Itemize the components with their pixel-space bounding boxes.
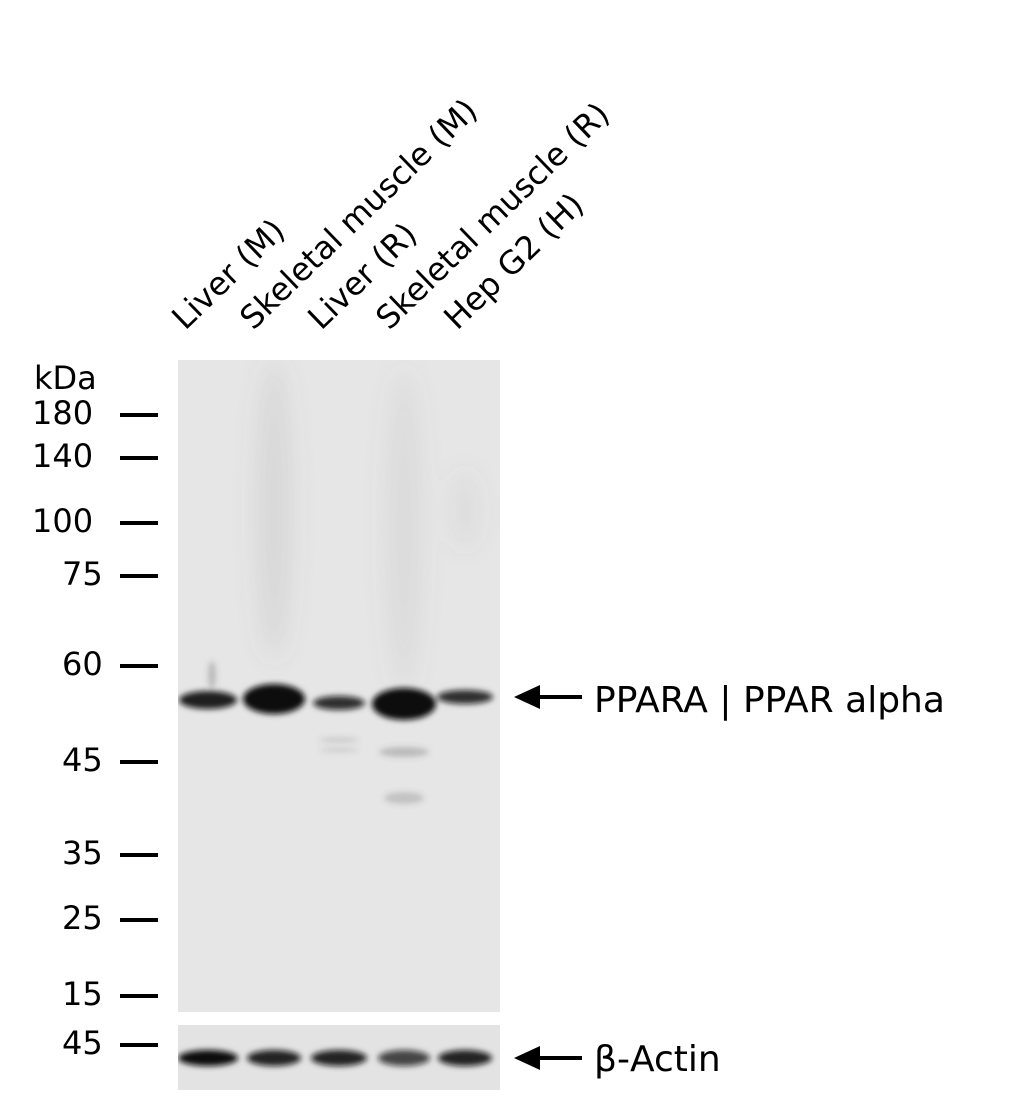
actin-band bbox=[311, 1050, 367, 1066]
marker-label: 180 bbox=[32, 394, 94, 432]
actin-band bbox=[438, 1050, 492, 1066]
actin-blot bbox=[178, 1025, 500, 1090]
marker-label: 100 bbox=[32, 502, 94, 540]
faint-band bbox=[319, 748, 359, 752]
protein-band bbox=[313, 696, 365, 710]
marker-tick bbox=[120, 521, 158, 525]
protein-band bbox=[372, 688, 436, 720]
marker-tick bbox=[120, 760, 158, 764]
protein-band bbox=[437, 690, 493, 704]
marker-label: 140 bbox=[32, 437, 94, 475]
smear bbox=[451, 470, 479, 550]
faint-band bbox=[319, 738, 359, 742]
marker-tick bbox=[120, 1043, 158, 1047]
marker-label: 45 bbox=[62, 1024, 103, 1062]
protein-band bbox=[243, 684, 305, 714]
actin-band bbox=[378, 1050, 430, 1066]
smear bbox=[256, 360, 292, 660]
actin-band bbox=[178, 1050, 238, 1066]
marker-tick bbox=[120, 574, 158, 578]
marker-tick bbox=[120, 918, 158, 922]
marker-tick bbox=[120, 664, 158, 668]
marker-label: 15 bbox=[62, 975, 103, 1013]
main-blot bbox=[178, 360, 500, 1012]
marker-label: 35 bbox=[62, 834, 103, 872]
marker-tick bbox=[120, 994, 158, 998]
faint-band bbox=[379, 747, 429, 757]
marker-tick bbox=[120, 413, 158, 417]
faint-band bbox=[208, 661, 216, 689]
marker-tick bbox=[120, 456, 158, 460]
protein-band bbox=[179, 691, 237, 709]
marker-label: 75 bbox=[62, 555, 103, 593]
target-label: PPARA | PPAR alpha bbox=[594, 680, 945, 721]
unit-label: kDa bbox=[34, 359, 97, 397]
actin-band bbox=[247, 1050, 301, 1066]
marker-label: 60 bbox=[62, 645, 103, 683]
marker-label: 25 bbox=[62, 899, 103, 937]
marker-tick bbox=[120, 853, 158, 857]
smear bbox=[386, 370, 422, 690]
arrow-left-icon bbox=[514, 1046, 582, 1070]
loading-control-label: β-Actin bbox=[594, 1039, 721, 1080]
marker-label: 45 bbox=[62, 741, 103, 779]
faint-band bbox=[384, 792, 424, 804]
arrow-left-icon bbox=[514, 685, 582, 709]
